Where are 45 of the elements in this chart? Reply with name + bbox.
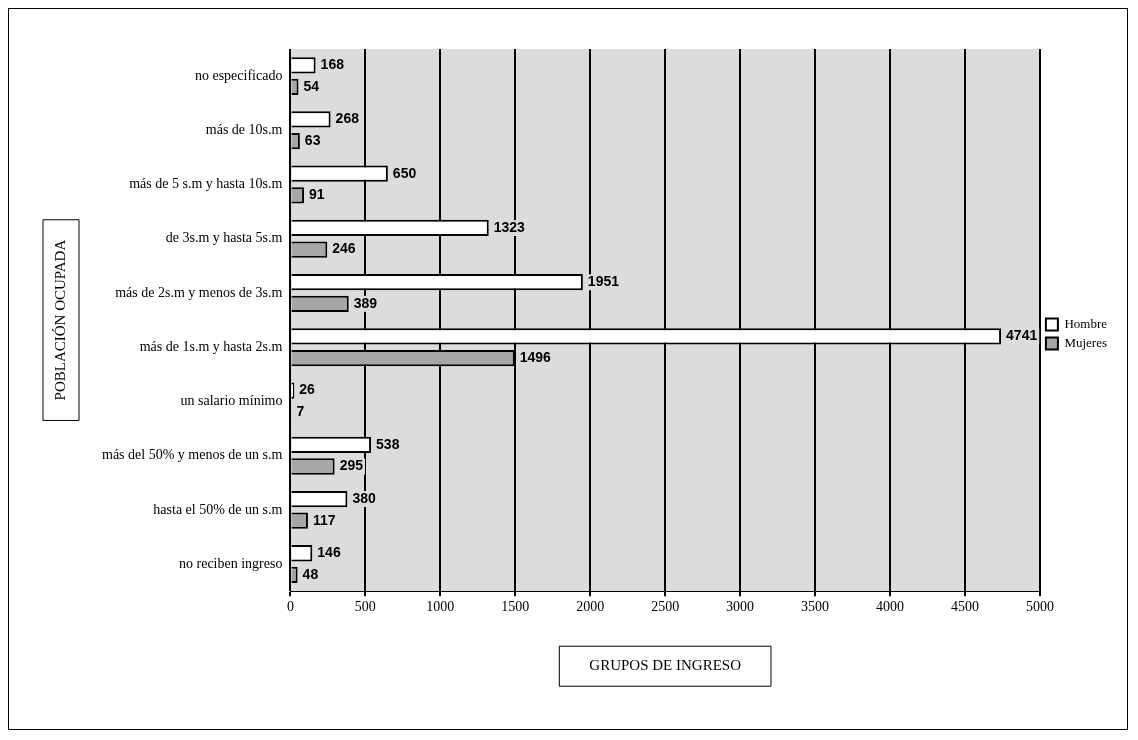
y-tick-label: más de 2s.m y menos de 3s.m [115, 284, 283, 300]
data-label: 4741 [1006, 327, 1038, 344]
y-tick-label: no reciben ingreso [179, 555, 283, 571]
data-label: 389 [353, 294, 378, 311]
data-label: 380 [352, 489, 376, 506]
data-label: 268 [335, 110, 360, 127]
data-label: 7 [296, 403, 305, 420]
y-tick-label: más de 10s.m [205, 122, 283, 137]
data-label: 91 [309, 186, 325, 203]
x-tick-label: 1500 [501, 599, 530, 615]
data-label: 1323 [493, 218, 526, 235]
data-label: 295 [339, 457, 364, 474]
data-label: 168 [320, 56, 345, 73]
x-tick-label: 2500 [651, 599, 680, 615]
data-label: 538 [376, 435, 400, 452]
x-tick-label: 1000 [426, 599, 455, 615]
data-label: 63 [304, 132, 321, 149]
x-axis-title: GRUPOS DE INGRESO [589, 657, 742, 674]
legend-label: Hombre [1064, 315, 1108, 331]
x-tick-label: 4000 [876, 599, 904, 615]
legend-label: Mujeres [1064, 334, 1108, 350]
data-label: 650 [392, 164, 417, 181]
x-tick-label: 4500 [950, 599, 979, 615]
y-tick-label: más de 1s.m y hasta 2s.m [139, 338, 283, 354]
data-label: 26 [299, 381, 316, 398]
data-label: 117 [312, 511, 336, 528]
data-label: 54 [303, 77, 320, 94]
x-tick-label: 500 [354, 599, 376, 615]
x-tick-label: 3500 [801, 599, 830, 615]
y-tick-label: más del 50% y menos de un s.m [102, 447, 283, 463]
data-label: 48 [302, 565, 319, 582]
x-tick-label: 3000 [726, 599, 755, 615]
y-tick-label: de 3s.m y hasta 5s.m [165, 230, 283, 246]
x-tick-label: 2000 [576, 599, 605, 615]
y-axis-title: POBLACIÓN OCUPADA [51, 239, 68, 401]
x-tick-label: 0 [286, 599, 294, 615]
data-label: 1951 [587, 273, 620, 290]
data-label: 1496 [519, 348, 552, 365]
y-tick-label: no especificado [194, 67, 283, 83]
y-tick-label: más de 5 s.m y hasta 10s.m [129, 176, 283, 192]
data-label: 246 [332, 240, 356, 257]
x-tick-label: 5000 [1025, 599, 1054, 615]
y-tick-label: un salario mínimo [180, 393, 283, 409]
y-tick-label: hasta el 50% de un s.m [153, 501, 283, 517]
data-label: 146 [317, 544, 341, 561]
